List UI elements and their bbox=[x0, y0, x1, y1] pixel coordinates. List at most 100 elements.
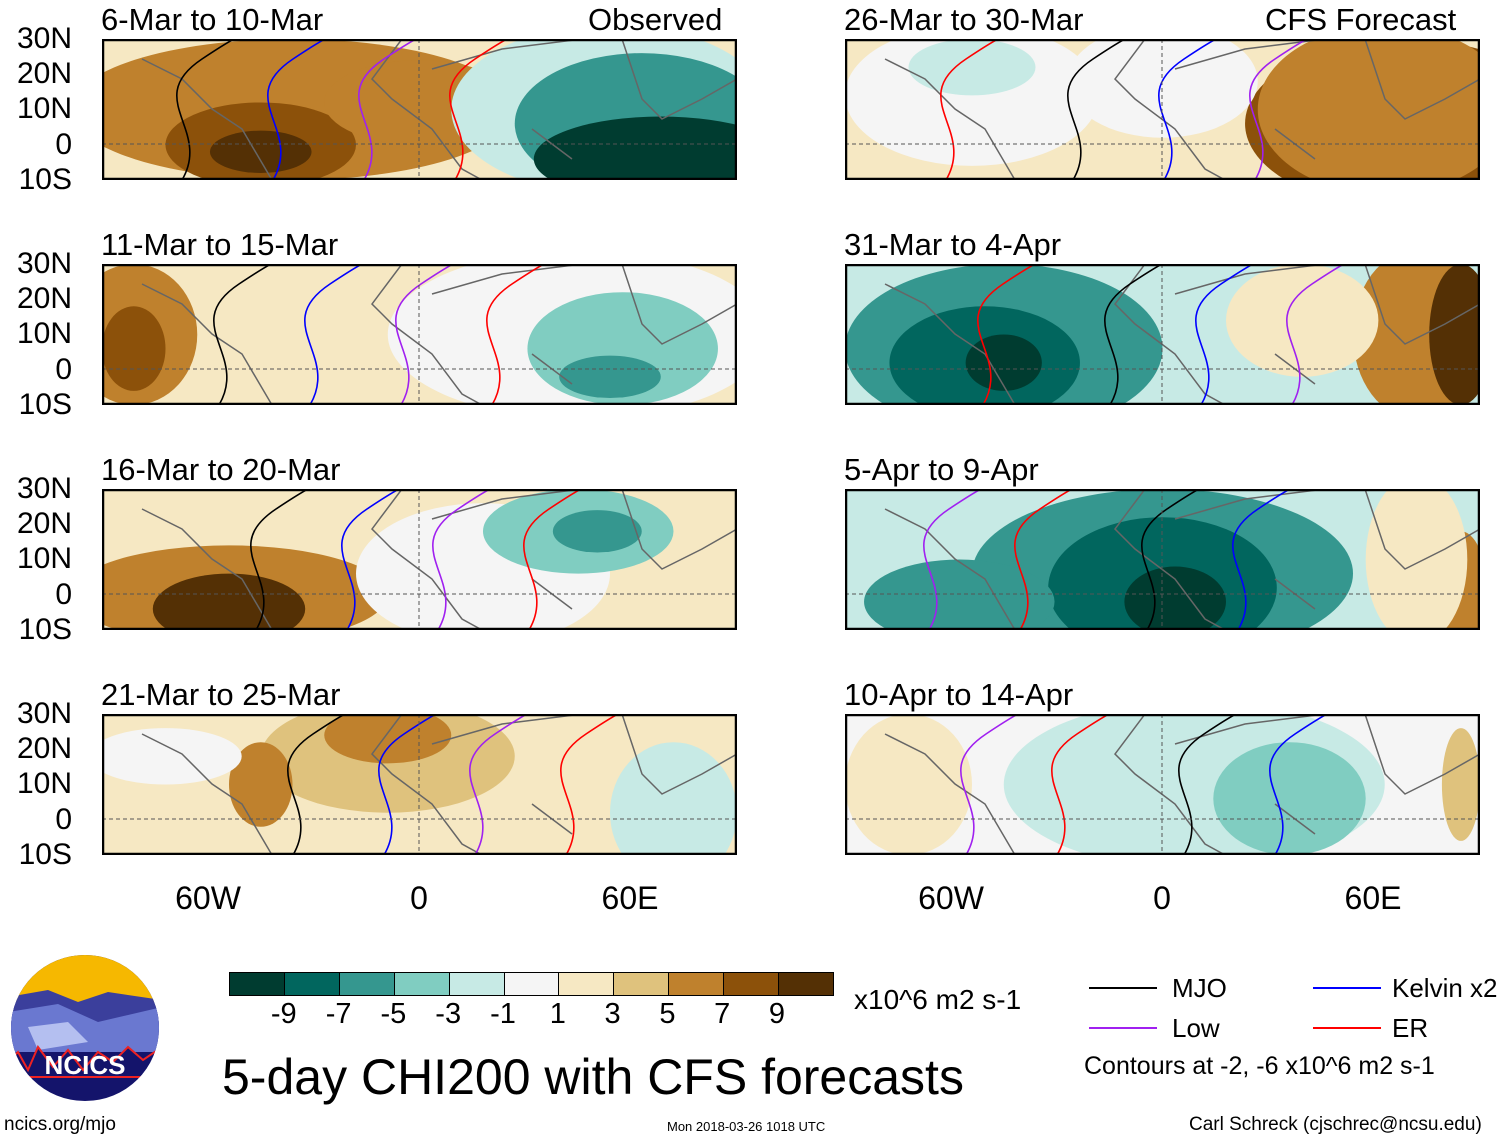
anomaly-shading bbox=[1213, 742, 1366, 855]
panel-title: 26-Mar to 30-Mar bbox=[844, 2, 1084, 37]
latitude-label: 0 bbox=[55, 577, 72, 611]
anomaly-shading bbox=[610, 742, 737, 855]
colorbar-swatch bbox=[668, 973, 724, 995]
contours-note: Contours at -2, -6 x10^6 m2 s-1 bbox=[1084, 1052, 1435, 1080]
longitude-label: 0 bbox=[410, 880, 428, 916]
coastline bbox=[884, 264, 1480, 405]
anomaly-shading bbox=[1226, 264, 1379, 377]
colorbar-tick-label: 7 bbox=[714, 998, 731, 1030]
panel-frame bbox=[845, 714, 1480, 855]
panel-title: 5-Apr to 9-Apr bbox=[844, 452, 1039, 487]
figure-title: 5-day CHI200 with CFS forecasts bbox=[222, 1049, 964, 1105]
longitude-label: 60E bbox=[1344, 880, 1402, 916]
latitude-label: 0 bbox=[55, 352, 72, 386]
map-panel bbox=[102, 714, 737, 855]
colorbar-tick-label: -5 bbox=[380, 998, 407, 1030]
anomaly-shading bbox=[1257, 39, 1480, 180]
map-panel bbox=[845, 714, 1480, 855]
latitude-label: 10S bbox=[18, 837, 72, 871]
contour-line bbox=[341, 489, 427, 630]
colorbar-tick-label: -1 bbox=[490, 998, 516, 1030]
timestamp: Mon 2018-03-26 1018 UTC bbox=[667, 1119, 826, 1134]
anomaly-shading bbox=[845, 714, 972, 855]
colorbar-swatch bbox=[283, 973, 339, 995]
map-panel bbox=[102, 39, 737, 180]
legend-kelvin: Kelvin x2 bbox=[1392, 973, 1498, 1003]
longitude-label: 0 bbox=[1153, 880, 1171, 916]
legend-mjo-line bbox=[1089, 987, 1157, 989]
contour-line bbox=[1249, 39, 1335, 180]
latitude-label: 30N bbox=[16, 697, 72, 730]
colorbar-swatch bbox=[723, 973, 779, 995]
latitude-label: 20N bbox=[16, 282, 72, 316]
colorbar-tick-label: -7 bbox=[325, 998, 352, 1030]
latitude-label: 10S bbox=[18, 162, 72, 196]
anomaly-shading bbox=[908, 39, 1036, 96]
colorbar-swatch bbox=[503, 973, 559, 995]
colorbar-tick-label: -9 bbox=[270, 998, 297, 1030]
contour-line bbox=[304, 264, 390, 405]
colorbar-units: x10^6 m2 s-1 bbox=[854, 984, 1022, 1015]
colorbar-tick-label: 5 bbox=[659, 998, 676, 1030]
map-panel bbox=[102, 489, 737, 630]
contour-line bbox=[1232, 489, 1318, 630]
map-panel bbox=[845, 489, 1480, 630]
panel-frame bbox=[102, 714, 737, 855]
panel-title: 16-Mar to 20-Mar bbox=[101, 452, 341, 487]
forecast-label: CFS Forecast bbox=[1265, 2, 1457, 37]
longitude-label: 60W bbox=[918, 880, 984, 916]
colorbar-swatch bbox=[778, 973, 833, 995]
website-link[interactable]: ncics.org/mjo bbox=[4, 1114, 116, 1135]
contour-line bbox=[1104, 264, 1190, 405]
contour-line bbox=[977, 264, 1063, 405]
coastline bbox=[141, 714, 737, 855]
latitude-label: 10N bbox=[16, 317, 72, 351]
anomaly-shading bbox=[209, 130, 312, 173]
panel-frame bbox=[102, 264, 737, 405]
anomaly-shading bbox=[552, 510, 642, 553]
contour-line bbox=[923, 489, 1009, 630]
colorbar-tick-label: 3 bbox=[604, 998, 621, 1030]
legend-kelvin-line bbox=[1313, 987, 1381, 989]
panel-title: 11-Mar to 15-Mar bbox=[101, 227, 339, 262]
legend-mjo: MJO bbox=[1172, 973, 1227, 1003]
coastline bbox=[884, 489, 1480, 630]
coastline bbox=[141, 489, 737, 630]
latitude-label: 20N bbox=[16, 732, 72, 766]
contour-line bbox=[213, 264, 299, 405]
legend-er: ER bbox=[1392, 1013, 1429, 1043]
observed-label: Observed bbox=[588, 2, 723, 37]
legend-er-line bbox=[1313, 1027, 1381, 1029]
latitude-label: 30N bbox=[16, 247, 72, 280]
anomaly-shading bbox=[1429, 264, 1480, 405]
latitude-label: 10S bbox=[18, 612, 72, 646]
contour-line bbox=[940, 39, 1026, 180]
contour-line bbox=[1141, 489, 1227, 630]
longitude-label: 60E bbox=[601, 880, 659, 916]
anomaly-shading bbox=[864, 559, 1055, 630]
contour-line bbox=[1178, 714, 1264, 855]
panel-title: 21-Mar to 25-Mar bbox=[101, 677, 341, 712]
contour-line bbox=[1195, 264, 1281, 405]
contour-line bbox=[1269, 714, 1355, 855]
latitude-label: 10N bbox=[16, 767, 72, 801]
anomaly-shading bbox=[152, 573, 306, 630]
anomaly-shading bbox=[1441, 728, 1480, 841]
contour-line bbox=[267, 39, 353, 180]
colorbar bbox=[229, 972, 834, 996]
panel-title: 31-Mar to 4-Apr bbox=[844, 227, 1062, 262]
panel-frame bbox=[102, 39, 737, 180]
latitude-label: 10N bbox=[16, 542, 72, 576]
contour-line bbox=[1014, 489, 1100, 630]
anomaly-shading bbox=[559, 355, 661, 398]
coastline bbox=[141, 39, 737, 180]
contour-line bbox=[469, 714, 555, 855]
contour-line bbox=[449, 39, 535, 180]
anomaly-shading bbox=[1365, 489, 1468, 630]
legend-low: Low bbox=[1172, 1013, 1220, 1043]
anomaly-shading bbox=[965, 334, 1042, 391]
anomaly-shading bbox=[102, 728, 242, 785]
latitude-label: 20N bbox=[16, 57, 72, 91]
longitude-label: 60W bbox=[175, 880, 241, 916]
anomaly-shading bbox=[533, 116, 737, 180]
